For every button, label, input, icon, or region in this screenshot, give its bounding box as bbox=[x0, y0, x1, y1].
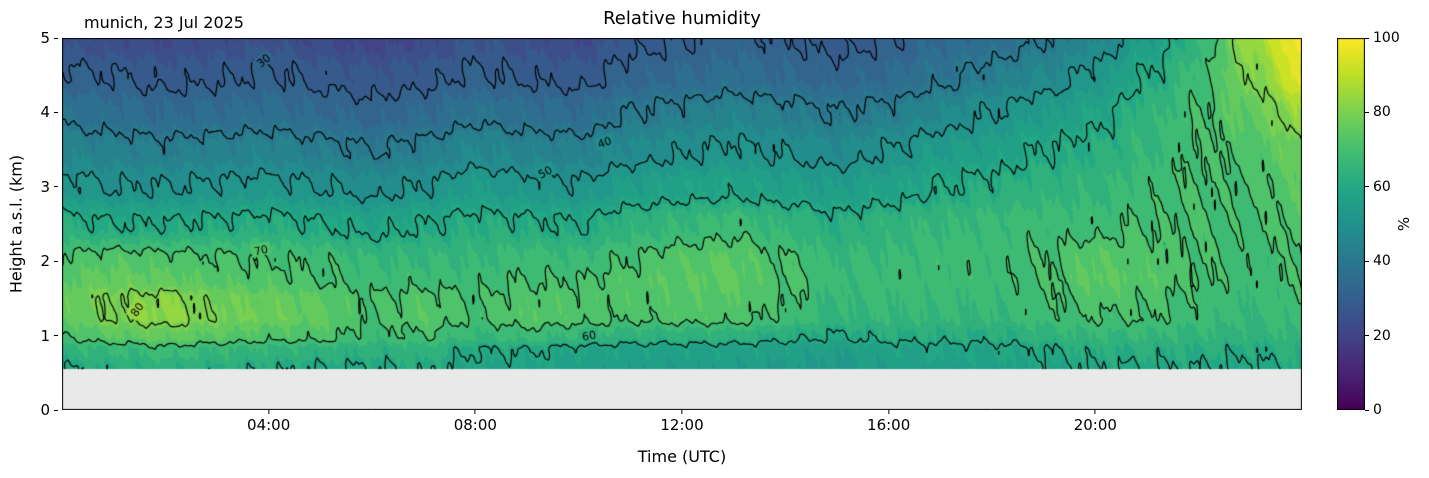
colorbar-tick-label: 80 bbox=[1373, 104, 1391, 121]
colorbar-tick-mark bbox=[1365, 260, 1369, 262]
y-tick-mark bbox=[54, 111, 58, 113]
y-tick-1: 1 bbox=[16, 327, 58, 345]
y-tick-label: 0 bbox=[40, 401, 50, 419]
y-tick-2: 2 bbox=[16, 252, 58, 270]
location-date-label: munich, 23 Jul 2025 bbox=[84, 13, 244, 32]
y-tick-label: 5 bbox=[40, 29, 50, 47]
y-tick-label: 3 bbox=[40, 177, 50, 196]
y-tick-mark bbox=[54, 37, 58, 39]
colorbar-tick-mark bbox=[1365, 37, 1369, 39]
y-tick-label: 1 bbox=[40, 326, 50, 345]
x-tick-mark bbox=[474, 410, 476, 414]
colorbar-tick-label: 100 bbox=[1373, 30, 1400, 46]
x-tick-mark bbox=[1094, 410, 1096, 414]
colorbar-tick-40: 40 bbox=[1365, 253, 1391, 269]
x-tick-label: 20:00 bbox=[1073, 416, 1117, 434]
colorbar-label: % bbox=[1395, 216, 1413, 232]
colorbar-tick-mark bbox=[1365, 335, 1369, 337]
y-tick-0: 0 bbox=[16, 401, 58, 419]
y-tick-3: 3 bbox=[16, 178, 58, 196]
colorbar-tick-label: 20 bbox=[1373, 327, 1391, 344]
y-tick-5: 5 bbox=[16, 29, 58, 47]
x-tick-12:00: 12:00 bbox=[660, 410, 704, 434]
y-tick-label: 4 bbox=[40, 103, 50, 122]
colorbar-tick-100: 100 bbox=[1365, 30, 1400, 46]
y-tick-mark bbox=[54, 409, 58, 411]
y-tick-mark bbox=[54, 186, 58, 188]
colorbar-canvas bbox=[1337, 38, 1365, 410]
x-tick-label: 04:00 bbox=[247, 416, 291, 434]
y-tick-mark bbox=[54, 260, 58, 262]
colorbar-tick-mark bbox=[1365, 111, 1369, 113]
x-axis-label: Time (UTC) bbox=[637, 447, 727, 466]
x-tick-mark bbox=[268, 410, 270, 414]
colorbar-tick-label: 40 bbox=[1373, 253, 1391, 270]
colorbar-tick-label: 0 bbox=[1373, 402, 1382, 418]
colorbar-tick-label: 60 bbox=[1373, 178, 1391, 195]
heatmap-canvas bbox=[62, 38, 1302, 410]
colorbar-tick-60: 60 bbox=[1365, 179, 1391, 195]
chart-title: Relative humidity bbox=[603, 8, 761, 29]
x-tick-20:00: 20:00 bbox=[1074, 410, 1117, 434]
colorbar-tick-mark bbox=[1365, 186, 1369, 188]
y-axis-label: Height a.s.l. (km) bbox=[6, 154, 26, 294]
y-tick-mark bbox=[54, 335, 58, 337]
y-tick-4: 4 bbox=[16, 103, 58, 121]
x-tick-mark bbox=[681, 410, 683, 414]
x-tick-mark bbox=[888, 410, 890, 414]
colorbar-tick-80: 80 bbox=[1365, 104, 1391, 120]
x-tick-08:00: 08:00 bbox=[454, 410, 497, 434]
colorbar-tick-0: 0 bbox=[1365, 402, 1382, 418]
x-tick-16:00: 16:00 bbox=[867, 410, 910, 434]
x-tick-04:00: 04:00 bbox=[247, 410, 290, 434]
colorbar-tick-20: 20 bbox=[1365, 328, 1391, 344]
colorbar-tick-mark bbox=[1365, 409, 1369, 411]
x-tick-label: 16:00 bbox=[867, 416, 911, 434]
y-tick-label: 2 bbox=[40, 252, 50, 271]
x-tick-label: 08:00 bbox=[453, 416, 497, 434]
x-tick-label: 12:00 bbox=[660, 416, 704, 434]
